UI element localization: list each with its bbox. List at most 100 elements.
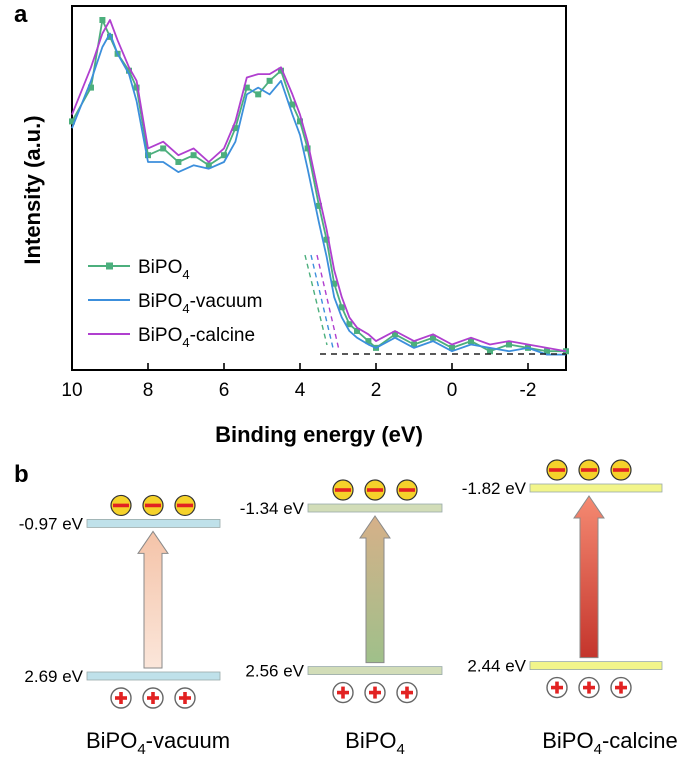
- edge-tangent-vacuum: [310, 254, 334, 349]
- series-point: [289, 101, 296, 108]
- valence-band: [307, 666, 443, 675]
- series-line-1: [71, 32, 566, 356]
- series-point: [365, 338, 372, 345]
- conduction-band: [86, 519, 221, 528]
- series-point: [99, 17, 106, 23]
- series-point: [88, 84, 94, 91]
- electron-minus-icon: [145, 503, 161, 508]
- hole-plus-v-icon: [119, 692, 123, 704]
- series-point: [316, 202, 322, 209]
- series-point: [133, 84, 140, 91]
- hole-plus-v-icon: [405, 686, 409, 699]
- series-point: [221, 152, 227, 159]
- hole-plus-v-icon: [183, 692, 187, 704]
- conduction-band: [529, 483, 663, 493]
- edge-tangent-bipo4: [304, 254, 328, 346]
- sample-name-label: BiPO4-calcine: [542, 728, 678, 758]
- series-point: [69, 118, 75, 125]
- excitation-arrow: [137, 530, 169, 669]
- valence-band: [86, 671, 221, 681]
- hole-plus-v-icon: [619, 681, 623, 694]
- vb-energy-label: 2.56 eV: [245, 662, 304, 681]
- x-tick-label: 2: [371, 380, 382, 401]
- series-point: [126, 67, 132, 74]
- series-point: [297, 118, 303, 125]
- series-point: [411, 341, 417, 348]
- legend: BiPO4 BiPO4-vacuum BiPO4-calcine: [88, 257, 262, 350]
- series-point: [323, 236, 330, 243]
- panel-a-letter: a: [14, 1, 28, 28]
- conduction-band: [307, 503, 443, 513]
- series-point: [338, 304, 345, 311]
- electron-minus-icon: [177, 503, 193, 508]
- series-point: [190, 152, 197, 159]
- series-point: [354, 327, 360, 334]
- series-point: [304, 145, 311, 152]
- legend-swatch-marker: [106, 262, 113, 270]
- x-tick-label: 6: [219, 380, 230, 401]
- series-point: [145, 152, 151, 159]
- series-point: [232, 125, 239, 132]
- valence-band: [529, 661, 663, 670]
- sample-name-label: BiPO4-vacuum: [86, 728, 230, 758]
- electron-minus-icon: [113, 503, 129, 508]
- electron-minus-icon: [581, 468, 597, 472]
- x-tick-label: 10: [61, 380, 82, 401]
- electron-minus-icon: [549, 468, 565, 472]
- series-point: [506, 341, 512, 348]
- panel-b-letter: b: [14, 461, 29, 488]
- edge-tangent-calcine: [316, 254, 340, 351]
- hole-plus-v-icon: [341, 686, 345, 699]
- vb-energy-label: 2.44 eV: [467, 657, 526, 676]
- series-point: [392, 331, 398, 338]
- hole-plus-v-icon: [151, 692, 155, 704]
- series-point: [331, 280, 338, 287]
- hole-plus-v-icon: [587, 681, 591, 694]
- x-tick-label: 0: [447, 380, 458, 401]
- x-tick-label: 8: [143, 380, 154, 401]
- band-column-2: -1.82 eV 2.44 eV BiPO4-calcine: [462, 459, 678, 758]
- x-tick-label: 4: [295, 380, 306, 401]
- series-point: [107, 33, 113, 40]
- y-axis-title: Intensity (a.u.): [20, 115, 45, 264]
- x-tick-label: -2: [520, 380, 537, 401]
- series-layer: [69, 17, 569, 356]
- series-point: [205, 162, 212, 169]
- series-point: [278, 67, 284, 74]
- vb-energy-label: 2.69 eV: [24, 667, 83, 686]
- electron-minus-icon: [613, 468, 629, 472]
- series-point: [346, 321, 353, 328]
- x-axis-title: Binding energy (eV): [215, 422, 423, 447]
- x-axis-ticks: 10 8 6 4 2 0 -2: [61, 363, 536, 401]
- excitation-arrow: [359, 515, 391, 664]
- series-point: [175, 158, 182, 165]
- electron-minus-icon: [335, 488, 351, 492]
- cb-energy-label: -1.34 eV: [240, 499, 305, 518]
- legend-entry: BiPO4-vacuum: [138, 291, 262, 316]
- hole-plus-v-icon: [373, 686, 377, 699]
- series-point: [468, 338, 474, 345]
- series-line-2: [71, 19, 567, 353]
- legend-entry: BiPO4-calcine: [138, 325, 255, 350]
- series-point: [430, 334, 436, 341]
- series-point: [449, 344, 455, 351]
- excitation-arrow: [573, 495, 605, 659]
- hole-plus-v-icon: [555, 681, 559, 694]
- series-point: [544, 348, 550, 355]
- band-diagram: -0.97 eV 2.69 eV BiPO4-vacuum -1.34 eV 2.56 …: [19, 459, 678, 758]
- sample-name-label: BiPO4: [345, 728, 405, 758]
- band-column-1: -1.34 eV 2.56 eV BiPO4: [240, 479, 443, 758]
- xps-valence-chart: 10 8 6 4 2 0 -2 Intensity (a.u.) Binding energ…: [20, 5, 569, 447]
- series-point: [563, 348, 569, 355]
- series-point: [243, 84, 250, 91]
- legend-entry: BiPO4: [138, 257, 190, 282]
- band-column-0: -0.97 eV 2.69 eV BiPO4-vacuum: [19, 494, 230, 758]
- series-point: [266, 77, 273, 84]
- cb-energy-label: -1.82 eV: [462, 479, 527, 498]
- plot-frame: [71, 5, 567, 371]
- series-point: [160, 145, 167, 152]
- electron-minus-icon: [367, 488, 383, 492]
- electron-minus-icon: [399, 488, 415, 492]
- cb-energy-label: -0.97 eV: [19, 514, 84, 533]
